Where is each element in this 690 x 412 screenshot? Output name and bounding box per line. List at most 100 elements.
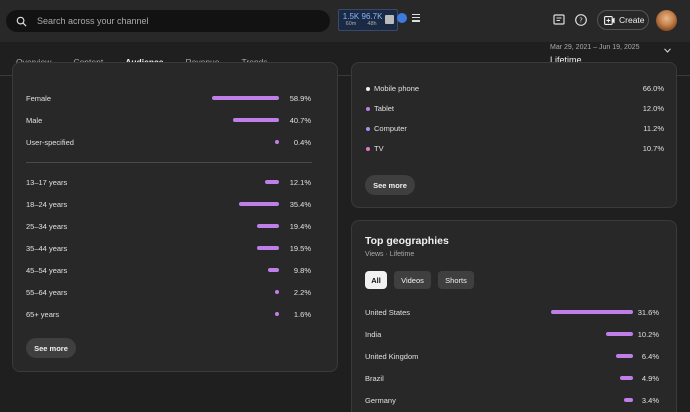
tabs-divider xyxy=(0,75,690,76)
device-legend-dot xyxy=(366,147,370,151)
device-type-card: Mobile phone 66.0% Tablet 12.0% Computer 11.2… xyxy=(351,62,677,208)
device-legend-dot xyxy=(366,107,370,111)
age-bar xyxy=(275,312,279,316)
search-placeholder: Search across your channel xyxy=(37,16,149,26)
geo-bar xyxy=(620,376,633,380)
age-row: 55–64 years 2.2% xyxy=(13,288,337,298)
gender-percent: 0.4% xyxy=(293,138,311,147)
create-video-icon xyxy=(604,15,615,25)
geo-percent: 4.9% xyxy=(641,374,659,383)
gender-row: Female 58.9% xyxy=(13,94,337,104)
age-row: 65+ years 1.6% xyxy=(13,310,337,320)
age-bar xyxy=(265,180,279,184)
realtime-subs-unit: 48h xyxy=(367,21,377,27)
geo-row: Germany 3.4% xyxy=(352,396,676,406)
age-label: 18–24 years xyxy=(26,200,68,209)
age-percent: 12.1% xyxy=(289,178,311,187)
geographies-subtitle: Views · Lifetime xyxy=(365,251,415,258)
realtime-views-unit: 60m xyxy=(345,21,357,27)
see-more-devices-button[interactable]: See more xyxy=(365,175,415,195)
device-percent: 12.0% xyxy=(642,104,664,113)
realtime-views: 1.5K 60m xyxy=(342,12,360,28)
gender-percent: 58.9% xyxy=(289,94,311,103)
geo-bar xyxy=(550,310,633,314)
device-row: Computer 11.2% xyxy=(352,124,676,134)
geo-bar xyxy=(616,354,633,358)
help-icon[interactable]: ? xyxy=(574,13,588,27)
geo-row: India 10.2% xyxy=(352,330,676,340)
device-percent: 11.2% xyxy=(643,124,664,133)
realtime-stats-widget[interactable]: 1.5K 60m 96.7K 48h xyxy=(338,9,398,31)
age-gender-card: Female 58.9% Male 40.7% User-specified 0.4% 1… xyxy=(12,62,338,372)
age-bar xyxy=(256,246,279,250)
see-more-button[interactable]: See more xyxy=(26,338,76,358)
geo-label: Brazil xyxy=(365,374,384,383)
geographies-title: Top geographies xyxy=(365,235,449,247)
age-bar xyxy=(275,290,279,294)
geo-label: United States xyxy=(365,308,411,317)
date-range-text: Mar 29, 2021 – Jun 19, 2025 xyxy=(550,44,640,51)
age-percent: 2.2% xyxy=(293,288,311,297)
geo-percent: 3.4% xyxy=(641,396,659,405)
chip-all[interactable]: All xyxy=(365,271,387,289)
age-row: 35–44 years 19.5% xyxy=(13,244,337,254)
device-legend-dot xyxy=(366,127,370,131)
geo-percent: 10.2% xyxy=(637,330,659,339)
age-row: 13–17 years 12.1% xyxy=(13,178,337,188)
geo-bar xyxy=(624,398,633,402)
age-label: 25–34 years xyxy=(26,222,68,231)
age-percent: 9.8% xyxy=(293,266,311,275)
geo-label: India xyxy=(365,330,382,339)
age-row: 25–34 years 19.4% xyxy=(13,222,337,232)
age-percent: 35.4% xyxy=(289,200,311,209)
device-percent: 66.0% xyxy=(642,84,664,93)
device-row: Mobile phone 66.0% xyxy=(352,84,676,94)
age-label: 35–44 years xyxy=(26,244,68,253)
gender-percent: 40.7% xyxy=(289,116,311,125)
age-percent: 19.5% xyxy=(289,244,311,253)
device-label: TV xyxy=(374,144,384,153)
realtime-subs-value: 96.7K xyxy=(361,12,383,21)
device-label: Tablet xyxy=(374,104,395,113)
gender-label: Male xyxy=(26,116,43,125)
age-percent: 1.6% xyxy=(293,310,311,319)
realtime-subs: 96.7K 48h xyxy=(361,12,383,28)
gender-bar xyxy=(212,96,279,100)
search-icon xyxy=(16,16,27,27)
age-label: 55–64 years xyxy=(26,288,68,297)
geo-row: United States 31.6% xyxy=(352,308,676,318)
age-percent: 19.4% xyxy=(289,222,311,231)
geo-percent: 6.4% xyxy=(641,352,659,361)
date-range-picker[interactable]: Mar 29, 2021 – Jun 19, 2025 Lifetime xyxy=(550,44,671,65)
geo-bar xyxy=(606,332,633,336)
chip-videos[interactable]: Videos xyxy=(394,271,431,289)
date-period: Lifetime xyxy=(550,55,582,65)
gender-label: User-specified xyxy=(26,138,74,147)
search-input[interactable]: Search across your channel xyxy=(6,10,330,32)
avatar[interactable] xyxy=(656,10,677,31)
extension-icon[interactable] xyxy=(397,13,407,23)
realtime-views-value: 1.5K xyxy=(342,12,360,21)
geo-row: Brazil 4.9% xyxy=(352,374,676,384)
age-row: 18–24 years 35.4% xyxy=(13,200,337,210)
gender-row: User-specified 0.4% xyxy=(13,138,337,148)
device-percent: 10.7% xyxy=(642,144,664,153)
create-button[interactable]: Create xyxy=(597,10,649,30)
age-label: 65+ years xyxy=(26,310,60,319)
top-bar: Search across your channel 1.5K 60m 96.7… xyxy=(0,0,690,42)
chevron-down-icon xyxy=(664,48,671,53)
age-bar xyxy=(238,202,279,206)
menu-icon[interactable] xyxy=(412,14,420,22)
section-divider xyxy=(26,162,312,163)
geo-row: United Kingdom 6.4% xyxy=(352,352,676,362)
gender-row: Male 40.7% xyxy=(13,116,337,126)
feedback-icon[interactable] xyxy=(552,13,566,27)
geo-label: United Kingdom xyxy=(365,352,419,361)
age-label: 13–17 years xyxy=(26,178,68,187)
device-label: Computer xyxy=(374,124,407,133)
gender-label: Female xyxy=(26,94,52,103)
chip-shorts[interactable]: Shorts xyxy=(438,271,474,289)
svg-text:?: ? xyxy=(579,17,583,25)
age-bar xyxy=(257,224,279,228)
device-label: Mobile phone xyxy=(374,84,420,93)
